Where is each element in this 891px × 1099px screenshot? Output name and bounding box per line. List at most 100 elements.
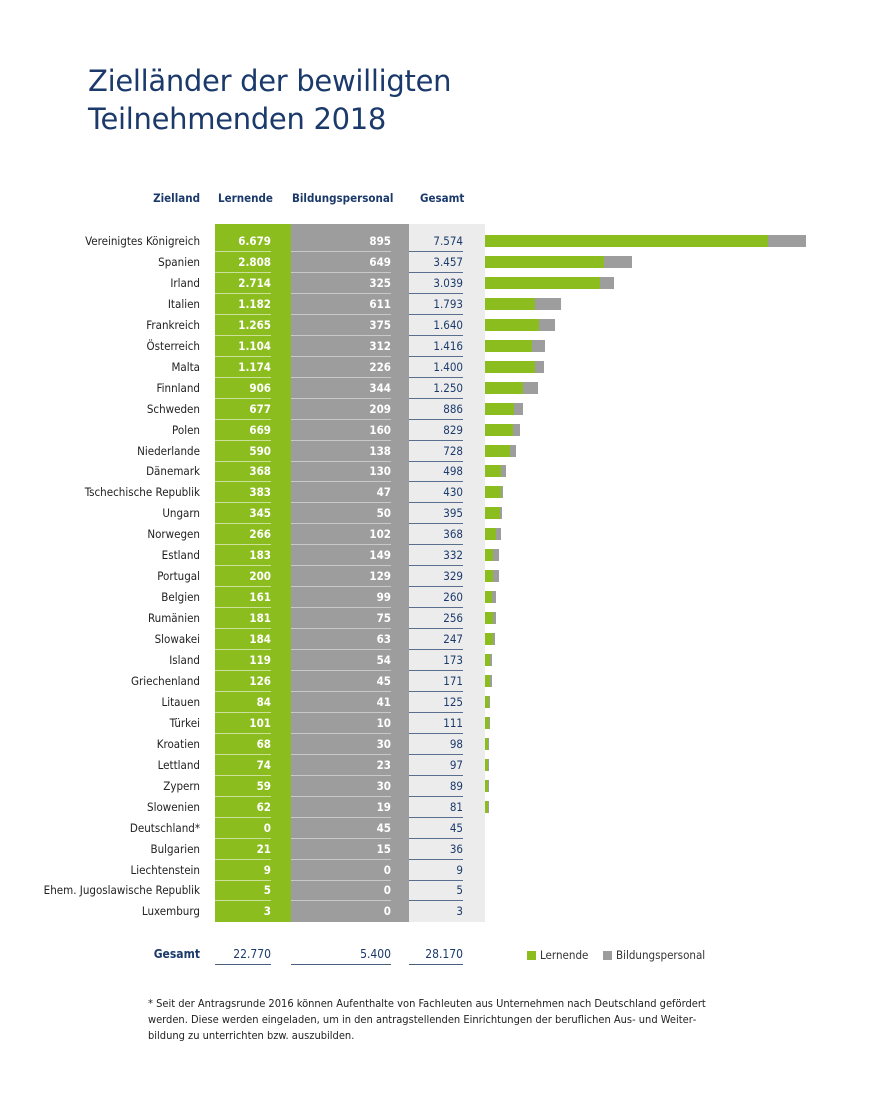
table-row: Norwegen 266 102 368 bbox=[0, 524, 891, 546]
cell-underline bbox=[291, 879, 391, 881]
bar-bildungspersonal bbox=[500, 465, 507, 478]
cell-underline bbox=[215, 376, 271, 378]
cell-underline bbox=[291, 523, 391, 525]
bar-bildungspersonal bbox=[768, 235, 806, 247]
cell-underline bbox=[409, 816, 463, 818]
bar-bildungspersonal bbox=[510, 444, 516, 457]
cell-underline bbox=[409, 753, 463, 755]
cell-underline bbox=[291, 355, 391, 357]
lernende-value: 368 bbox=[249, 464, 271, 479]
cell-underline bbox=[291, 460, 391, 462]
bildungspersonal-column-bg bbox=[291, 224, 409, 922]
bar-lernende bbox=[485, 695, 489, 708]
legend-lernende: Lernende bbox=[527, 948, 588, 962]
cell-underline bbox=[291, 397, 391, 399]
lernende-value: 161 bbox=[249, 590, 271, 605]
table-row: Liechtenstein 9 0 9 bbox=[0, 860, 891, 881]
lernende-value: 9 bbox=[263, 862, 271, 877]
cell-underline bbox=[409, 795, 463, 797]
page-title: Zielländer der bewilligten Teilnehmenden… bbox=[88, 62, 452, 138]
lernende-value: 6.679 bbox=[238, 234, 271, 248]
table-row: Bulgarien 21 15 36 bbox=[0, 839, 891, 860]
table-row: Ehem. Jugoslawische Republik 5 0 5 bbox=[0, 880, 891, 902]
gesamt-value: 368 bbox=[443, 527, 463, 542]
table-row: Griechenland 126 45 171 bbox=[0, 671, 891, 692]
gesamt-value: 247 bbox=[443, 632, 463, 647]
lernende-value: 181 bbox=[249, 611, 271, 626]
country-name: Liechtenstein bbox=[130, 862, 200, 877]
lernende-value: 0 bbox=[263, 820, 271, 835]
lernende-value: 1.182 bbox=[238, 296, 271, 311]
gesamt-column-bg bbox=[409, 224, 485, 922]
cell-underline bbox=[291, 418, 391, 420]
bar-lernende bbox=[485, 297, 536, 310]
bildungspersonal-value: 10 bbox=[376, 715, 391, 730]
country-name: Litauen bbox=[161, 694, 200, 709]
cell-underline bbox=[409, 649, 463, 651]
bar-bildungspersonal bbox=[490, 654, 493, 666]
gesamt-value: 886 bbox=[443, 401, 463, 416]
cell-underline bbox=[291, 292, 391, 294]
gesamt-value: 97 bbox=[449, 757, 463, 772]
bar-bildungspersonal bbox=[492, 612, 496, 625]
lernende-value: 266 bbox=[249, 527, 271, 542]
cell-underline bbox=[215, 795, 271, 797]
lernende-value: 383 bbox=[249, 485, 271, 500]
gesamt-value: 329 bbox=[443, 569, 463, 584]
cell-underline bbox=[215, 418, 271, 420]
cell-underline bbox=[215, 837, 271, 839]
bildungspersonal-value: 19 bbox=[376, 799, 391, 814]
gesamt-value: 98 bbox=[449, 736, 463, 751]
bar-bildungspersonal bbox=[534, 360, 545, 373]
table-row: Rumänien 181 75 256 bbox=[0, 608, 891, 630]
cell-underline bbox=[409, 544, 463, 546]
table-row: Zypern 59 30 89 bbox=[0, 776, 891, 797]
total-underline bbox=[291, 964, 391, 965]
gesamt-value: 829 bbox=[443, 422, 463, 437]
bar-lernende bbox=[485, 318, 539, 331]
bar-bildungspersonal bbox=[501, 486, 504, 499]
gesamt-value: 173 bbox=[443, 653, 463, 667]
lernende-value: 84 bbox=[256, 694, 271, 709]
lernende-value: 5 bbox=[263, 883, 271, 898]
bar-lernende bbox=[485, 276, 601, 289]
cell-underline bbox=[215, 523, 271, 525]
cell-underline bbox=[291, 481, 391, 483]
country-name: Irland bbox=[170, 275, 200, 290]
total-gesamt: 28.170 bbox=[425, 947, 463, 961]
bar-bildungspersonal bbox=[538, 318, 555, 331]
legend-bildungspersonal: Bildungspersonal bbox=[603, 948, 705, 962]
bildungspersonal-value: 138 bbox=[369, 443, 391, 458]
lernende-value: 677 bbox=[249, 401, 271, 416]
cell-underline bbox=[409, 292, 463, 294]
gesamt-value: 1.640 bbox=[433, 317, 463, 332]
cell-underline bbox=[215, 690, 271, 692]
title-line-2: Teilnehmenden 2018 bbox=[88, 102, 387, 136]
table-row: Litauen 84 41 125 bbox=[0, 692, 891, 713]
bar-lernende bbox=[485, 360, 535, 373]
cell-underline bbox=[215, 481, 271, 483]
bar-lernende bbox=[485, 654, 491, 666]
country-name: Slowakei bbox=[154, 632, 200, 647]
cell-underline bbox=[291, 795, 391, 797]
cell-underline bbox=[215, 251, 271, 252]
lernende-value: 183 bbox=[249, 548, 271, 563]
table-row: Deutschland* 0 45 45 bbox=[0, 818, 891, 839]
cell-underline bbox=[215, 460, 271, 462]
country-name: Kroatien bbox=[156, 736, 200, 751]
bildungspersonal-value: 75 bbox=[376, 611, 391, 626]
country-name: Ungarn bbox=[162, 506, 200, 521]
legend-swatch-bildungspersonal bbox=[603, 951, 612, 960]
gesamt-value: 332 bbox=[443, 548, 463, 563]
total-bildungspersonal: 5.400 bbox=[360, 947, 391, 961]
gesamt-value: 9 bbox=[456, 862, 463, 877]
cell-underline bbox=[409, 670, 463, 671]
bildungspersonal-value: 45 bbox=[376, 673, 391, 688]
legend-swatch-lernende bbox=[527, 951, 536, 960]
bar-lernende bbox=[485, 381, 524, 394]
cell-underline bbox=[215, 397, 271, 399]
table-row: Kroatien 68 30 98 bbox=[0, 734, 891, 755]
cell-underline bbox=[215, 565, 271, 567]
table-row: Italien 1.182 611 1.793 bbox=[0, 294, 891, 315]
cell-underline bbox=[215, 774, 271, 776]
